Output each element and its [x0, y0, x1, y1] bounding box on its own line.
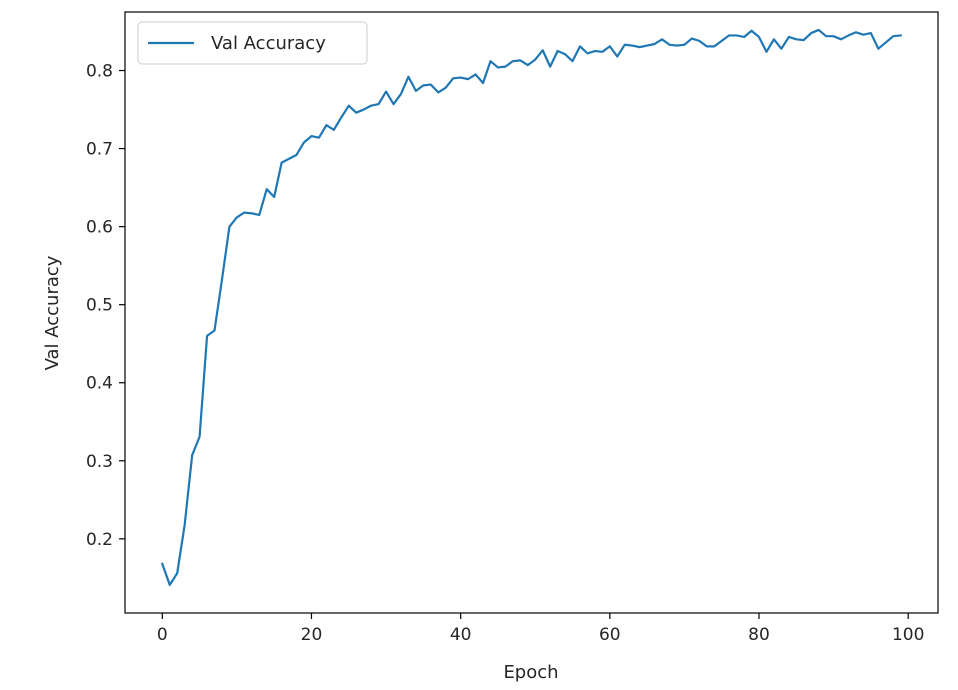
y-axis-ticks: 0.2 0.3 0.4 0.5 0.6 0.7 0.8 [86, 62, 125, 550]
y-tick-label: 0.2 [86, 530, 113, 550]
x-tick-label: 0 [157, 625, 168, 645]
y-tick-label: 0.4 [86, 374, 113, 394]
x-tick-label: 60 [599, 625, 621, 645]
legend: Val Accuracy [137, 21, 368, 65]
legend-label-val-accuracy: Val Accuracy [211, 33, 326, 54]
x-tick-label: 20 [301, 625, 323, 645]
plot-area [125, 12, 938, 613]
y-tick-label: 0.3 [86, 452, 113, 472]
y-axis-label: Val Accuracy [42, 255, 63, 370]
y-tick-label: 0.7 [86, 140, 113, 160]
plot-frame [124, 11, 939, 614]
y-tick-label: 0.8 [86, 62, 113, 82]
series-line-val-accuracy [160, 28, 902, 587]
series-layer [160, 28, 902, 587]
y-tick-label: 0.6 [86, 218, 113, 238]
x-tick-label: 40 [450, 625, 472, 645]
legend-box [137, 21, 368, 65]
y-tick-label: 0.5 [86, 296, 113, 316]
x-tick-label: 80 [748, 625, 770, 645]
x-tick-label: 100 [892, 625, 924, 645]
x-axis-label: Epoch [503, 662, 558, 683]
x-axis-ticks: 0 20 40 60 80 100 [157, 613, 924, 645]
